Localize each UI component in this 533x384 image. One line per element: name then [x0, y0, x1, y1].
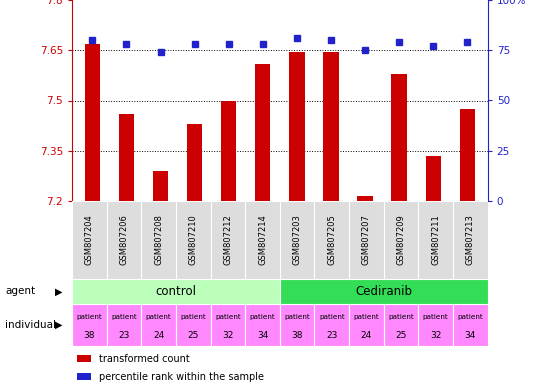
Text: transformed count: transformed count [99, 354, 189, 364]
Bar [425, 156, 441, 201]
Bar [176, 304, 211, 346]
Text: GSM807207: GSM807207 [362, 215, 371, 265]
Text: patient: patient [284, 314, 310, 319]
Text: GSM807203: GSM807203 [293, 215, 302, 265]
Text: ▶: ▶ [55, 320, 62, 330]
Text: 34: 34 [257, 331, 268, 340]
Text: control: control [156, 285, 196, 298]
Bar [384, 304, 418, 346]
Text: 32: 32 [222, 331, 233, 340]
Bar [418, 201, 453, 279]
Text: 38: 38 [292, 331, 303, 340]
Bar [107, 304, 141, 346]
Text: patient: patient [180, 314, 206, 319]
Bar [289, 52, 304, 201]
Text: GSM807214: GSM807214 [258, 215, 267, 265]
Bar [141, 201, 176, 279]
Text: GSM807205: GSM807205 [327, 215, 336, 265]
Bar [119, 114, 134, 201]
Text: 23: 23 [118, 331, 130, 340]
Bar [187, 124, 203, 201]
Bar [255, 64, 270, 201]
Text: patient: patient [215, 314, 241, 319]
Bar [72, 304, 107, 346]
Text: patient: patient [111, 314, 137, 319]
Text: percentile rank within the sample: percentile rank within the sample [99, 372, 264, 382]
Bar [324, 52, 338, 201]
Bar [314, 304, 349, 346]
Text: patient: patient [146, 314, 172, 319]
Bar [245, 304, 280, 346]
Bar [72, 279, 280, 304]
Text: 24: 24 [153, 331, 164, 340]
Bar [77, 373, 91, 380]
Bar [72, 201, 107, 279]
Bar [280, 304, 314, 346]
Bar [357, 196, 373, 201]
Bar [211, 304, 245, 346]
Text: 32: 32 [430, 331, 441, 340]
Bar [453, 304, 488, 346]
Bar [221, 101, 236, 201]
Bar [391, 74, 407, 201]
Bar [280, 279, 488, 304]
Bar [314, 201, 349, 279]
Bar [211, 201, 245, 279]
Bar [85, 43, 100, 201]
Bar [459, 109, 475, 201]
Text: patient: patient [319, 314, 345, 319]
Text: Cediranib: Cediranib [356, 285, 412, 298]
Text: patient: patient [353, 314, 379, 319]
Bar [176, 201, 211, 279]
Bar [453, 201, 488, 279]
Text: GSM807206: GSM807206 [119, 215, 128, 265]
Text: 38: 38 [84, 331, 95, 340]
Bar [349, 201, 384, 279]
Text: GSM807213: GSM807213 [466, 215, 475, 265]
Bar [77, 355, 91, 362]
Bar [384, 201, 418, 279]
Text: GSM807211: GSM807211 [431, 215, 440, 265]
Text: GSM807210: GSM807210 [189, 215, 198, 265]
Text: GSM807204: GSM807204 [85, 215, 94, 265]
Text: patient: patient [76, 314, 102, 319]
Text: 24: 24 [361, 331, 372, 340]
Text: ▶: ▶ [55, 286, 62, 296]
Text: GSM807208: GSM807208 [154, 215, 163, 265]
Text: patient: patient [388, 314, 414, 319]
Bar [107, 201, 141, 279]
Text: 23: 23 [326, 331, 337, 340]
Text: GSM807212: GSM807212 [223, 215, 232, 265]
Text: individual: individual [5, 320, 56, 330]
Bar [245, 201, 280, 279]
Text: GSM807209: GSM807209 [397, 215, 406, 265]
Text: agent: agent [5, 286, 36, 296]
Text: patient: patient [457, 314, 483, 319]
Bar [349, 304, 384, 346]
Text: patient: patient [423, 314, 449, 319]
Text: 34: 34 [465, 331, 476, 340]
Text: 25: 25 [395, 331, 407, 340]
Bar [280, 201, 314, 279]
Bar [141, 304, 176, 346]
Text: patient: patient [249, 314, 276, 319]
Text: 25: 25 [188, 331, 199, 340]
Bar [153, 171, 168, 201]
Bar [418, 304, 453, 346]
